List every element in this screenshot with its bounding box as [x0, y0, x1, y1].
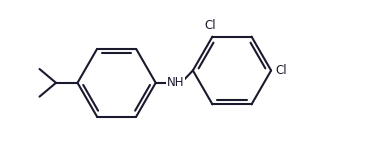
Text: NH: NH [166, 76, 184, 89]
Text: Cl: Cl [275, 64, 286, 77]
Text: Cl: Cl [205, 19, 216, 32]
